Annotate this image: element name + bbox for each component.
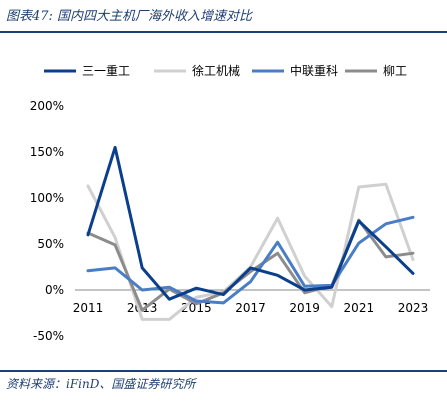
legend-label: 徐工机械 (192, 63, 240, 78)
top-divider (0, 31, 447, 33)
legend-label: 中联重科 (290, 63, 338, 78)
y-tick-label: 150% (30, 145, 64, 159)
x-axis: 2011 2013 2015 2017 2019 2021 2023 (73, 289, 430, 315)
series-line (86, 215, 415, 305)
x-tick-label: 2023 (398, 301, 429, 315)
y-tick-label: 200% (30, 99, 64, 113)
source-note: 资料来源：iFinD、国盛证券研究所 (6, 377, 196, 391)
series-lines (86, 145, 415, 321)
x-tick-label: 2011 (73, 301, 104, 315)
chart-legend: 三一重工 徐工机械 中联重科 柳工 (44, 63, 407, 78)
legend-label: 三一重工 (82, 64, 130, 78)
y-tick-label: 0% (45, 283, 64, 297)
x-tick-label: 2017 (235, 301, 266, 315)
y-tick-label: 50% (37, 237, 64, 251)
figure-title: 图表47: 国内四大主机厂海外收入增速对比 (6, 9, 253, 24)
y-tick-label: 100% (30, 191, 64, 205)
legend-label: 柳工 (383, 64, 407, 78)
legend-item: 徐工机械 (154, 63, 240, 78)
line-chart: 三一重工 徐工机械 中联重科 柳工 200% 150% 100% 50% 0% -50% 201… (30, 63, 430, 343)
y-tick-label: -50% (33, 329, 64, 343)
series-line (86, 145, 415, 301)
bottom-divider (0, 370, 447, 372)
legend-item: 三一重工 (44, 64, 130, 78)
x-tick-label: 2021 (344, 301, 375, 315)
y-axis-ticks: 200% 150% 100% 50% 0% -50% (30, 99, 64, 343)
x-tick-label: 2019 (289, 301, 320, 315)
legend-item: 中联重科 (252, 63, 338, 78)
legend-item: 柳工 (345, 64, 407, 78)
